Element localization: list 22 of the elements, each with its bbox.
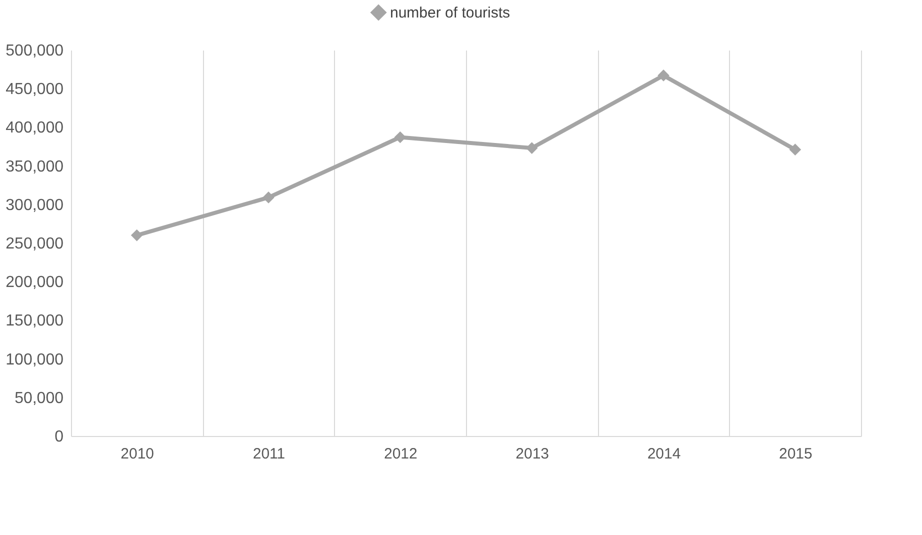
y-tick-label: 100,000 xyxy=(6,351,64,368)
y-tick-label: 400,000 xyxy=(6,120,64,137)
point xyxy=(789,144,802,156)
x-tick-label: 2014 xyxy=(647,446,681,462)
legend-label: number of tourists xyxy=(390,4,510,22)
x-tick-label: 2012 xyxy=(384,446,418,462)
x-tick-label: 2013 xyxy=(516,446,550,462)
y-tick-label: 0 xyxy=(54,428,64,446)
y-tick-label: 300,000 xyxy=(6,196,64,214)
y-tick-label: 350,000 xyxy=(6,158,64,176)
point xyxy=(262,192,274,204)
x-tick-label: 2010 xyxy=(120,446,154,462)
y-tick-label: 500,000 xyxy=(6,42,64,60)
y-tick-label: 150,000 xyxy=(6,312,64,330)
y-tick-label: 200,000 xyxy=(6,274,64,292)
y-tick-label: 450,000 xyxy=(6,81,64,98)
y-tick-label: 250,000 xyxy=(6,236,64,252)
x-tick-label: 2011 xyxy=(252,446,286,462)
point xyxy=(658,70,670,82)
x-tick-label: 2015 xyxy=(778,446,812,462)
point xyxy=(130,229,143,242)
y-tick-label: 50,000 xyxy=(14,390,64,407)
